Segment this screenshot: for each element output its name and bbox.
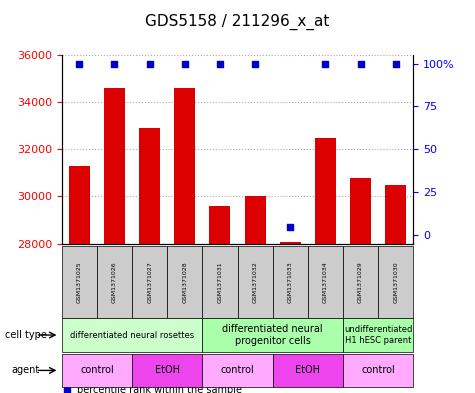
Text: GSM1371027: GSM1371027 — [147, 261, 152, 303]
Text: GSM1371030: GSM1371030 — [393, 261, 398, 303]
Point — [111, 61, 118, 67]
Text: GDS5158 / 211296_x_at: GDS5158 / 211296_x_at — [145, 14, 330, 30]
Text: GSM1371029: GSM1371029 — [358, 261, 363, 303]
Bar — [280, 242, 301, 244]
Bar — [385, 185, 406, 244]
Text: percentile rank within the sample: percentile rank within the sample — [77, 385, 242, 393]
Point — [251, 61, 259, 67]
Bar — [104, 88, 125, 244]
Point — [146, 61, 153, 67]
Point — [392, 61, 399, 67]
Point — [76, 61, 83, 67]
Text: control: control — [361, 365, 395, 375]
Bar — [245, 196, 266, 244]
Point — [286, 223, 294, 230]
Text: GSM1371026: GSM1371026 — [112, 261, 117, 303]
Text: differentiated neural rosettes: differentiated neural rosettes — [70, 331, 194, 340]
Text: GSM1371025: GSM1371025 — [77, 261, 82, 303]
Text: cell type: cell type — [5, 330, 47, 340]
Bar — [69, 166, 90, 244]
Text: GSM1371034: GSM1371034 — [323, 261, 328, 303]
Bar — [350, 178, 371, 244]
Text: count: count — [77, 377, 104, 387]
Bar — [139, 128, 160, 244]
Text: GSM1371028: GSM1371028 — [182, 261, 187, 303]
Text: EtOH: EtOH — [295, 365, 320, 375]
Text: EtOH: EtOH — [155, 365, 180, 375]
Bar — [209, 206, 230, 244]
Text: control: control — [80, 365, 114, 375]
Text: undifferentiated
H1 hESC parent: undifferentiated H1 hESC parent — [344, 325, 412, 345]
Text: control: control — [220, 365, 255, 375]
Point — [357, 61, 364, 67]
Text: GSM1371031: GSM1371031 — [218, 261, 222, 303]
Point — [181, 61, 189, 67]
Point — [216, 61, 224, 67]
Text: agent: agent — [12, 365, 40, 375]
Text: GSM1371033: GSM1371033 — [288, 261, 293, 303]
Text: differentiated neural
progenitor cells: differentiated neural progenitor cells — [222, 324, 323, 346]
Point — [322, 61, 329, 67]
Bar — [174, 88, 195, 244]
Text: GSM1371032: GSM1371032 — [253, 261, 257, 303]
Bar — [315, 138, 336, 244]
